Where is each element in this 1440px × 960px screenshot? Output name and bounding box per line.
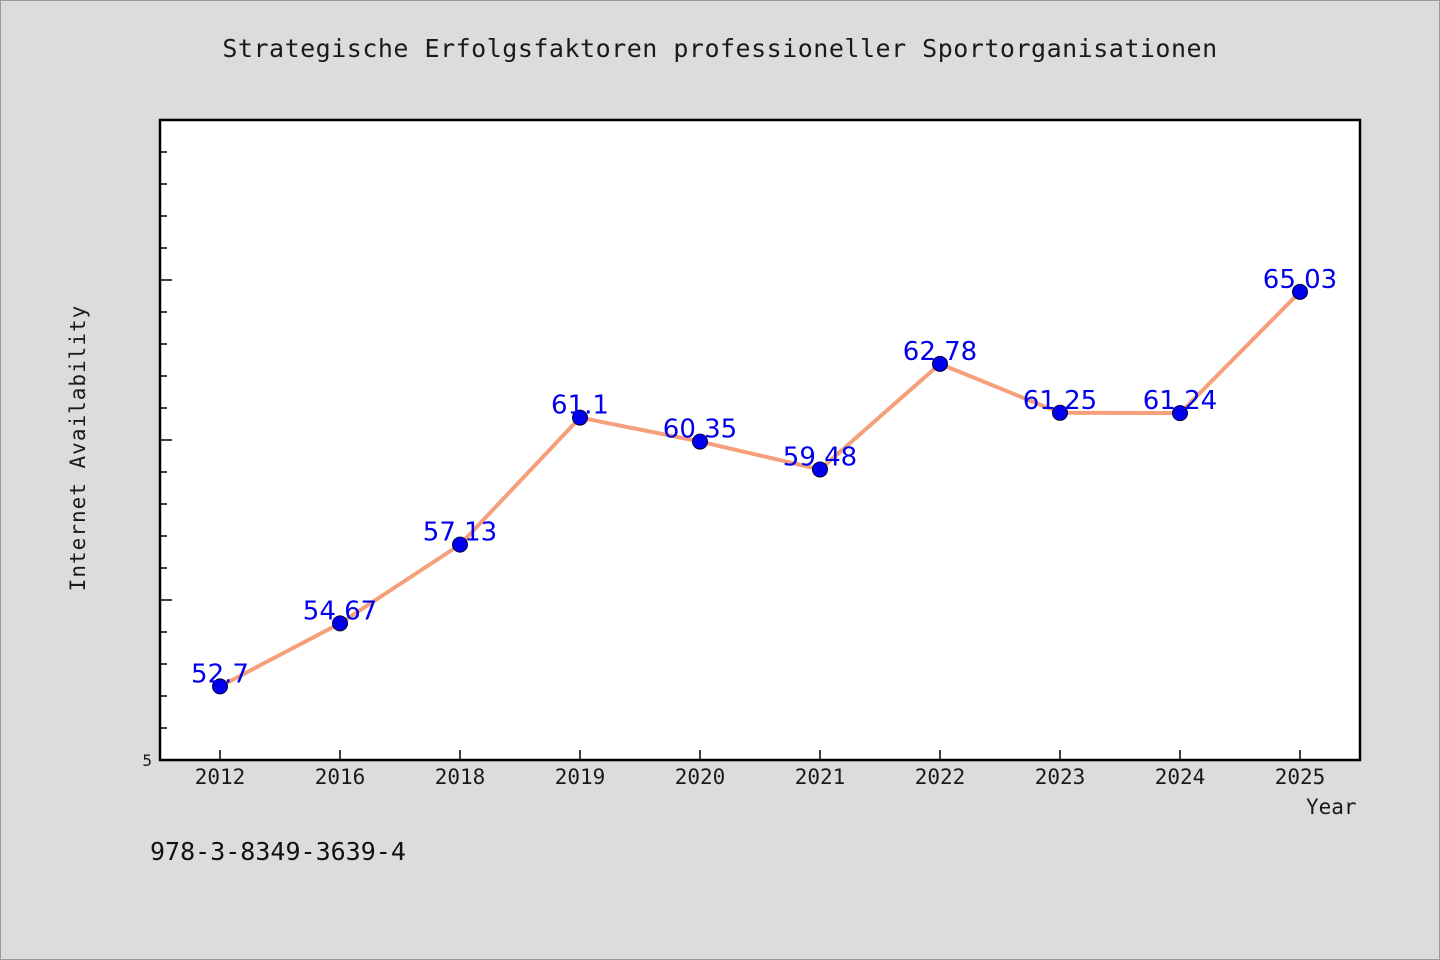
x-tick-label: 2021 <box>795 765 846 789</box>
x-tick-label: 2016 <box>315 765 366 789</box>
isbn-footer: 978-3-8349-3639-4 <box>150 837 406 866</box>
x-tick-label: 2012 <box>195 765 246 789</box>
data-label: 60.35 <box>663 415 737 445</box>
x-tick-label: 2018 <box>435 765 486 789</box>
x-tick-label: 2020 <box>675 765 726 789</box>
data-point <box>932 355 948 372</box>
x-tick-label: 2025 <box>1275 765 1326 789</box>
data-point <box>452 536 468 553</box>
data-label: 61.1 <box>551 391 609 421</box>
data-label: 54.67 <box>303 596 377 626</box>
data-point <box>812 461 828 478</box>
x-tick-label: 2024 <box>1155 765 1206 789</box>
data-label: 61.24 <box>1143 386 1217 416</box>
data-label: 59.48 <box>783 442 857 472</box>
series-line <box>219 290 1302 689</box>
data-point <box>1052 404 1068 421</box>
plot-area <box>158 118 1362 762</box>
data-label: 57.13 <box>423 518 497 548</box>
data-point <box>572 409 588 426</box>
data-label: 65.03 <box>1263 265 1337 295</box>
x-tick-label: 2022 <box>915 765 966 789</box>
data-point <box>332 615 348 632</box>
data-label: 61.25 <box>1023 386 1097 416</box>
data-point <box>692 433 708 450</box>
y-tick-label: 5 <box>142 751 152 770</box>
x-tick-label: 2019 <box>555 765 606 789</box>
chart-title: Strategische Erfolgsfaktoren professione… <box>222 34 1218 63</box>
x-axis-label: Year <box>1306 795 1357 819</box>
data-point <box>212 678 228 695</box>
x-tick-label: 2023 <box>1035 765 1086 789</box>
data-point <box>1292 283 1308 300</box>
data-point <box>1172 405 1188 422</box>
data-label: 52.7 <box>191 659 249 689</box>
data-label: 62.78 <box>903 337 977 367</box>
